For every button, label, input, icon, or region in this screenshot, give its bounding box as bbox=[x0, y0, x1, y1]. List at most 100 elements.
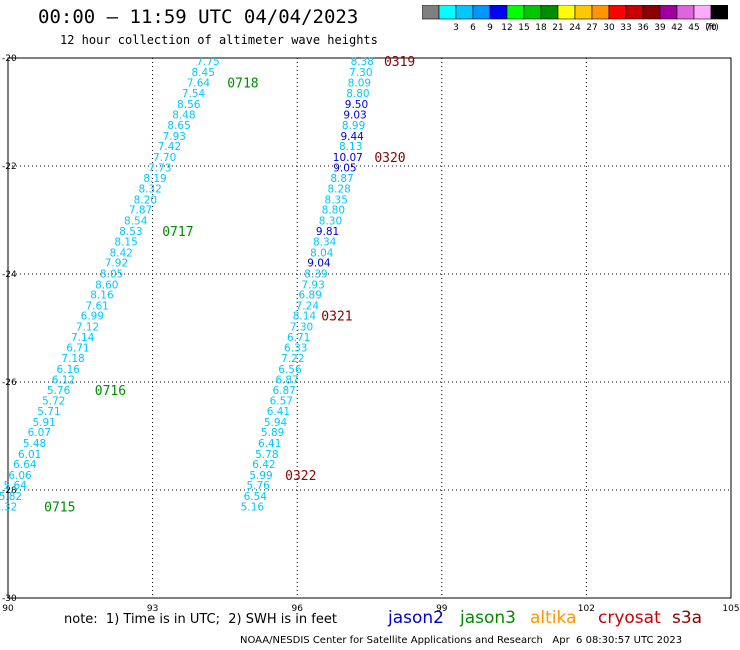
footer-note: note: 1) Time is in UTC; 2) SWH is in fe… bbox=[64, 612, 337, 627]
x-tick-label: 102 bbox=[578, 604, 595, 614]
swh-value-point: 5.16 bbox=[241, 502, 265, 514]
y-tick-label: -22 bbox=[2, 162, 17, 172]
swh-value-point: 8.48 bbox=[172, 110, 195, 122]
swh-value-point: 5.32 bbox=[0, 502, 17, 514]
swh-value-point: 8.99 bbox=[342, 120, 365, 132]
satellite-legend-jason3: jason3 bbox=[460, 608, 516, 628]
swh-value-point: 8.35 bbox=[325, 194, 348, 206]
y-tick-label: -20 bbox=[2, 54, 17, 64]
swh-value-point: 8.80 bbox=[346, 88, 369, 100]
swh-value-point: 8.38 bbox=[351, 56, 374, 68]
swh-value-point: 7.18 bbox=[61, 353, 84, 365]
swh-value-point: 6.42 bbox=[252, 459, 275, 471]
pass-time-label: 0320 bbox=[374, 151, 405, 166]
swh-value-point: 6.33 bbox=[284, 342, 307, 354]
swh-value-point: 8.39 bbox=[304, 268, 327, 280]
swh-value-point: 8.32 bbox=[138, 184, 161, 196]
swh-value-point: 6.41 bbox=[258, 438, 281, 450]
color-scale-label: 18 bbox=[535, 23, 547, 33]
swh-value-point: 7.54 bbox=[182, 88, 206, 100]
swh-value-point: 9.03 bbox=[343, 110, 366, 122]
color-scale-unit: (ft) bbox=[705, 23, 719, 33]
swh-value-point: 9.50 bbox=[345, 99, 368, 111]
swh-value-point: 8.53 bbox=[119, 226, 142, 238]
swh-value-point: 7.73 bbox=[148, 163, 171, 175]
swh-value-point: 5.72 bbox=[42, 395, 65, 407]
swh-value-point: 5.82 bbox=[0, 491, 22, 503]
y-tick-label: -24 bbox=[2, 270, 17, 280]
color-scale-label: 15 bbox=[518, 23, 529, 33]
swh-value-point: 8.42 bbox=[110, 247, 133, 259]
plot-frame bbox=[7, 57, 732, 599]
satellite-legend-jason2: jason2 bbox=[388, 608, 444, 628]
swh-value-point: 5.64 bbox=[4, 480, 28, 492]
chart-title: 00:00 – 11:59 UTC 04/04/2023 bbox=[38, 6, 359, 28]
pass-time-label: 0322 bbox=[285, 469, 316, 484]
swh-value-point: 7.30 bbox=[349, 67, 372, 79]
swh-value-point: 8.15 bbox=[114, 237, 137, 249]
color-scale-label: 70 bbox=[705, 23, 717, 33]
swh-value-point: 8.20 bbox=[134, 194, 157, 206]
swh-value-point: 10.07 bbox=[333, 152, 363, 164]
color-scale-label: 12 bbox=[501, 23, 512, 33]
swh-value-point: 6.56 bbox=[278, 364, 302, 376]
color-scale-label: 45 bbox=[688, 23, 699, 33]
swh-value-point: 7.70 bbox=[153, 152, 176, 164]
swh-value-point: 8.16 bbox=[90, 290, 114, 302]
swh-value-point: 8.54 bbox=[124, 216, 148, 228]
swh-value-point: 6.07 bbox=[28, 427, 51, 439]
color-scale-label: 21 bbox=[552, 23, 563, 33]
swh-value-point: 7.93 bbox=[163, 131, 186, 143]
swh-value-point: 8.13 bbox=[339, 141, 362, 153]
color-scale-label: 30 bbox=[603, 23, 615, 33]
color-scale-label: 33 bbox=[620, 23, 631, 33]
swh-value-point: 7.14 bbox=[71, 332, 95, 344]
swh-value-point: 8.19 bbox=[143, 173, 166, 185]
color-scale-swatch bbox=[710, 5, 728, 20]
swh-value-point: 6.54 bbox=[244, 491, 268, 503]
x-tick-label: 99 bbox=[436, 604, 448, 614]
swh-value-point: 6.87 bbox=[272, 385, 295, 397]
satellite-legend-cryosat: cryosat bbox=[598, 608, 661, 628]
swh-value-point: 5.94 bbox=[264, 417, 288, 429]
swh-value-point: 6.64 bbox=[13, 459, 37, 471]
swh-value-point: 5.99 bbox=[249, 470, 272, 482]
color-scale-label: 27 bbox=[586, 23, 597, 33]
swh-value-point: 8.30 bbox=[319, 216, 342, 228]
swh-value-point: 7.22 bbox=[281, 353, 304, 365]
swh-value-point: 5.71 bbox=[37, 406, 60, 418]
swh-value-point: 5.91 bbox=[32, 417, 55, 429]
x-tick-label: 96 bbox=[291, 604, 303, 614]
pass-time-label: 0718 bbox=[227, 76, 258, 91]
satellite-legend-altika: altika bbox=[530, 608, 577, 628]
swh-value-point: 7.87 bbox=[129, 205, 152, 217]
swh-value-point: 7.93 bbox=[301, 279, 324, 291]
swh-value-point: 8.04 bbox=[310, 247, 334, 259]
color-scale-label: 24 bbox=[569, 23, 581, 33]
swh-value-point: 6.99 bbox=[81, 311, 104, 323]
x-tick-label: 90 bbox=[2, 604, 14, 614]
swh-value-point: 6.01 bbox=[18, 449, 41, 461]
swh-value-point: 8.45 bbox=[192, 67, 215, 79]
color-scale-label: 42 bbox=[671, 23, 682, 33]
footer-credit: NOAA/NESDIS Center for Satellite Applica… bbox=[240, 635, 683, 646]
swh-value-point: 7.64 bbox=[187, 77, 211, 89]
swh-value-point: 7.61 bbox=[85, 300, 108, 312]
x-tick-label: 93 bbox=[147, 604, 158, 614]
swh-value-point: 6.71 bbox=[287, 332, 310, 344]
swh-value-point: 9.04 bbox=[307, 258, 331, 270]
color-scale-label: 9 bbox=[487, 23, 493, 33]
pass-time-label: 0319 bbox=[384, 55, 415, 70]
pass-time-label: 0716 bbox=[95, 384, 126, 399]
x-tick-label: 105 bbox=[722, 604, 739, 614]
swh-value-point: 7.30 bbox=[290, 321, 313, 333]
pass-time-label: 0321 bbox=[321, 310, 352, 325]
color-scale-legend: 3 6 9 12 15 18 21 24 27 30 33 36 39 42 45 70(ft) bbox=[422, 5, 728, 33]
color-scale-label: 6 bbox=[470, 23, 476, 33]
swh-value-point: 6.41 bbox=[267, 406, 290, 418]
swh-value-point: 6.57 bbox=[270, 395, 293, 407]
swh-value-point: 8.80 bbox=[322, 205, 345, 217]
swh-value-point: 5.48 bbox=[23, 438, 46, 450]
swh-value-point: 8.87 bbox=[330, 173, 353, 185]
swh-value-point: 7.24 bbox=[296, 300, 320, 312]
